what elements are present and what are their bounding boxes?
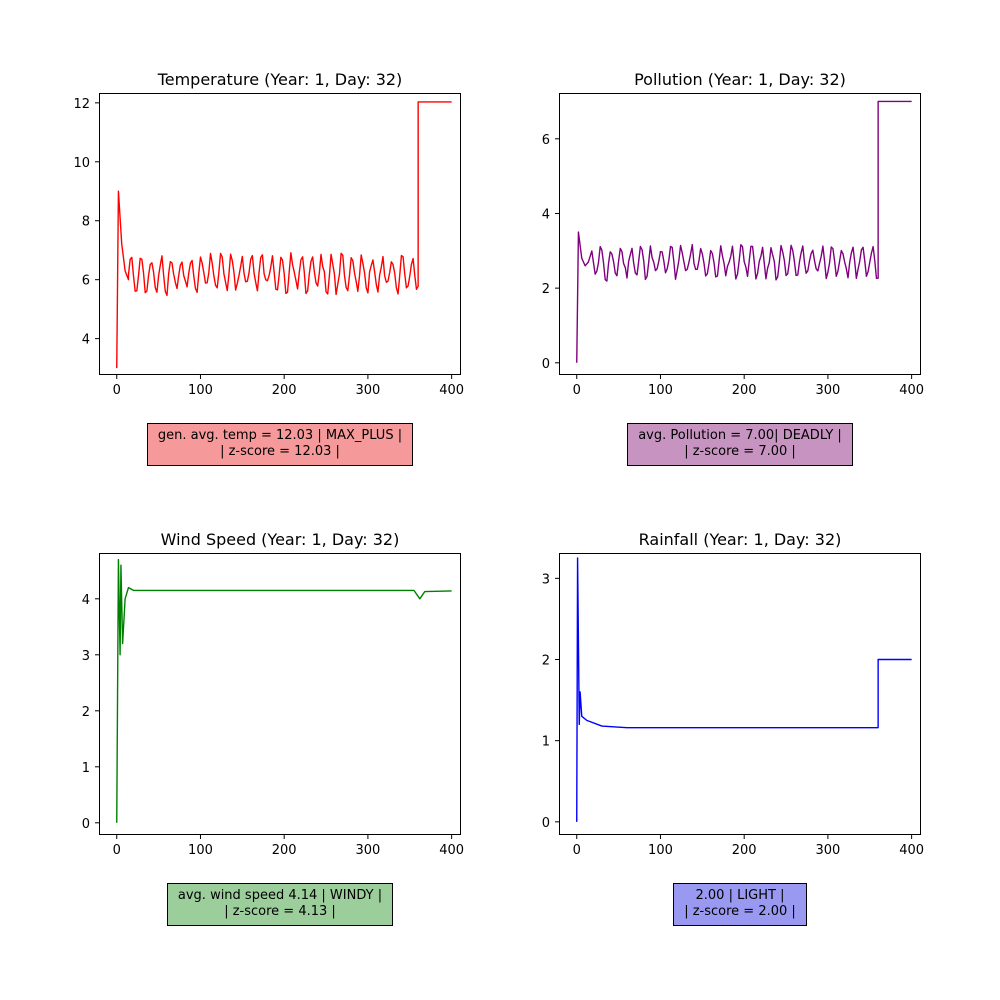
svg-text:400: 400 [439,843,464,858]
plot-area: 01002003004000123 [559,553,921,835]
svg-text:0: 0 [82,817,90,832]
panel-pollution: Pollution (Year: 1, Day: 32) 01002003004… [540,70,940,490]
legend-box: gen. avg. temp = 12.03 | MAX_PLUS | | z-… [147,423,413,466]
svg-text:12: 12 [73,97,90,112]
plot-area: 01002003004000246 [559,93,921,375]
chart-title: Rainfall (Year: 1, Day: 32) [639,530,842,549]
svg-text:0: 0 [542,357,550,372]
legend-box: avg. Pollution = 7.00| DEADLY | | z-scor… [627,423,853,466]
svg-text:4: 4 [82,593,90,608]
svg-text:0: 0 [113,383,121,398]
svg-text:200: 200 [272,383,297,398]
chart-title: Temperature (Year: 1, Day: 32) [158,70,403,89]
svg-text:4: 4 [542,207,550,222]
svg-text:8: 8 [82,215,90,230]
svg-text:10: 10 [73,156,90,171]
legend-box: avg. wind speed 4.14 | WINDY | | z-score… [167,883,393,926]
svg-text:0: 0 [573,843,581,858]
svg-text:0: 0 [542,816,550,831]
svg-text:4: 4 [82,333,90,348]
svg-text:300: 300 [815,383,840,398]
svg-text:6: 6 [542,133,550,148]
svg-text:100: 100 [648,843,673,858]
svg-text:1: 1 [82,761,90,776]
svg-text:200: 200 [732,383,757,398]
svg-text:2: 2 [542,282,550,297]
svg-text:0: 0 [113,843,121,858]
svg-text:300: 300 [355,383,380,398]
svg-text:200: 200 [272,843,297,858]
panel-rainfall: Rainfall (Year: 1, Day: 32) 010020030040… [540,530,940,950]
chart-title: Pollution (Year: 1, Day: 32) [634,70,846,89]
svg-text:200: 200 [732,843,757,858]
svg-text:400: 400 [439,383,464,398]
svg-text:100: 100 [188,843,213,858]
svg-text:2: 2 [542,654,550,669]
chart-grid: Temperature (Year: 1, Day: 32) 010020030… [80,70,940,950]
svg-text:400: 400 [899,383,924,398]
svg-text:2: 2 [82,705,90,720]
svg-text:100: 100 [648,383,673,398]
svg-text:6: 6 [82,274,90,289]
chart-title: Wind Speed (Year: 1, Day: 32) [161,530,400,549]
svg-text:400: 400 [899,843,924,858]
svg-text:3: 3 [82,649,90,664]
panel-temperature: Temperature (Year: 1, Day: 32) 010020030… [80,70,480,490]
panel-wind: Wind Speed (Year: 1, Day: 32) 0100200300… [80,530,480,950]
svg-text:1: 1 [542,735,550,750]
svg-text:3: 3 [542,572,550,587]
svg-text:0: 0 [573,383,581,398]
svg-text:300: 300 [815,843,840,858]
svg-text:300: 300 [355,843,380,858]
svg-text:100: 100 [188,383,213,398]
plot-area: 010020030040001234 [99,553,461,835]
plot-area: 01002003004004681012 [99,93,461,375]
legend-box: 2.00 | LIGHT | | z-score = 2.00 | [673,883,807,926]
